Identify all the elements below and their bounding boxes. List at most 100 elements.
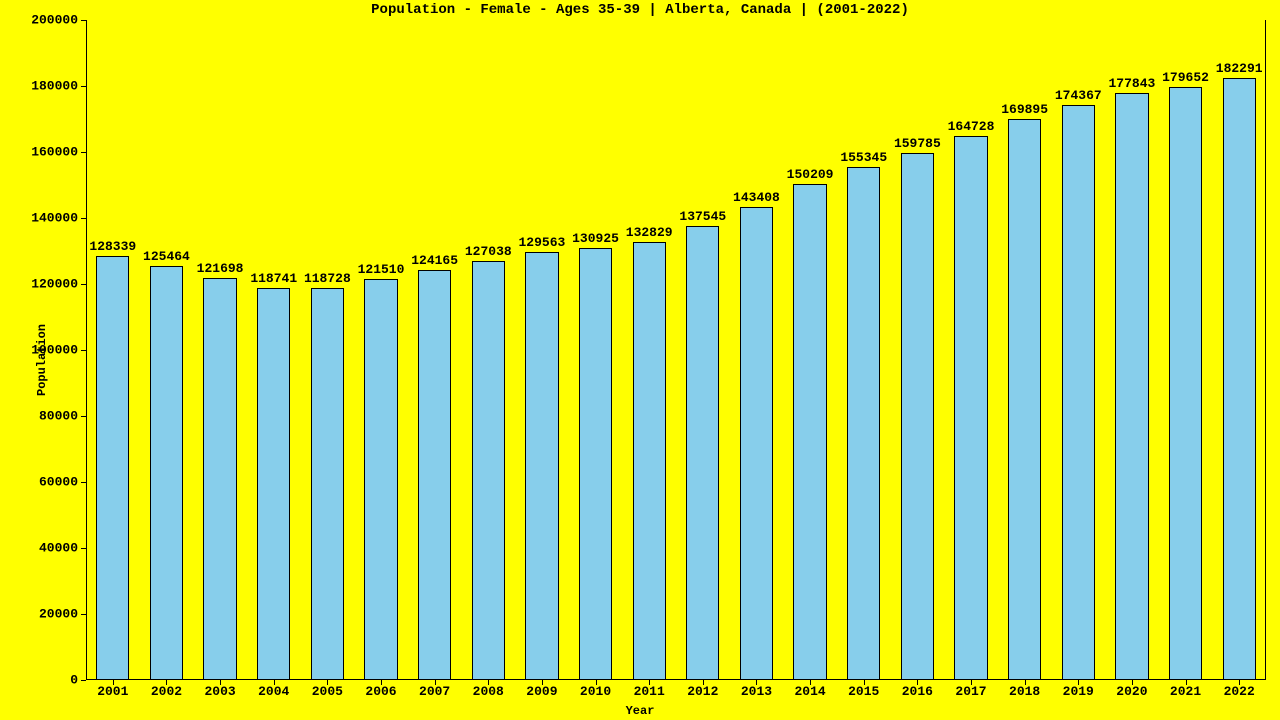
bar-value-label: 155345 xyxy=(840,150,887,165)
y-tick-mark xyxy=(81,350,86,351)
bar xyxy=(257,288,290,680)
y-tick-label: 0 xyxy=(70,673,78,688)
x-tick-mark xyxy=(542,680,543,685)
x-tick-label: 2022 xyxy=(1224,684,1255,699)
y-tick-label: 140000 xyxy=(31,211,78,226)
x-tick-mark xyxy=(596,680,597,685)
x-tick-label: 2007 xyxy=(419,684,450,699)
bar-value-label: 164728 xyxy=(948,119,995,134)
bar-value-label: 150209 xyxy=(787,167,834,182)
x-tick-label: 2014 xyxy=(794,684,825,699)
y-tick-mark xyxy=(81,680,86,681)
x-tick-mark xyxy=(756,680,757,685)
bar-value-label: 125464 xyxy=(143,249,190,264)
bar-value-label: 169895 xyxy=(1001,102,1048,117)
y-tick-label: 120000 xyxy=(31,277,78,292)
x-tick-label: 2015 xyxy=(848,684,879,699)
bar-value-label: 127038 xyxy=(465,244,512,259)
x-tick-label: 2013 xyxy=(741,684,772,699)
bar-value-label: 182291 xyxy=(1216,61,1263,76)
x-tick-label: 2009 xyxy=(526,684,557,699)
bar-value-label: 118728 xyxy=(304,271,351,286)
y-tick-label: 60000 xyxy=(39,475,78,490)
bar-value-label: 143408 xyxy=(733,190,780,205)
x-tick-mark xyxy=(274,680,275,685)
x-tick-label: 2008 xyxy=(473,684,504,699)
bar-value-label: 118741 xyxy=(250,271,297,286)
y-tick-mark xyxy=(81,416,86,417)
x-tick-mark xyxy=(220,680,221,685)
bar xyxy=(901,153,934,680)
bar xyxy=(686,226,719,680)
y-tick-label: 160000 xyxy=(31,145,78,160)
x-tick-label: 2017 xyxy=(955,684,986,699)
x-tick-label: 2020 xyxy=(1116,684,1147,699)
bar xyxy=(150,266,183,680)
y-tick-mark xyxy=(81,614,86,615)
bar-value-label: 132829 xyxy=(626,225,673,240)
x-tick-mark xyxy=(1239,680,1240,685)
x-tick-label: 2003 xyxy=(204,684,235,699)
x-tick-label: 2011 xyxy=(634,684,665,699)
x-tick-mark xyxy=(1025,680,1026,685)
y-tick-label: 180000 xyxy=(31,79,78,94)
y-tick-mark xyxy=(81,284,86,285)
y-tick-label: 100000 xyxy=(31,343,78,358)
x-tick-mark xyxy=(971,680,972,685)
x-tick-label: 2016 xyxy=(902,684,933,699)
x-tick-mark xyxy=(1132,680,1133,685)
bar xyxy=(203,278,236,680)
x-tick-mark xyxy=(435,680,436,685)
x-tick-label: 2012 xyxy=(687,684,718,699)
bar-value-label: 159785 xyxy=(894,136,941,151)
bar xyxy=(1062,105,1095,680)
chart-title: Population - Female - Ages 35-39 | Alber… xyxy=(0,2,1280,18)
y-tick-mark xyxy=(81,20,86,21)
bar xyxy=(1008,119,1041,680)
x-tick-label: 2018 xyxy=(1009,684,1040,699)
bar xyxy=(793,184,826,680)
x-tick-mark xyxy=(810,680,811,685)
x-tick-mark xyxy=(488,680,489,685)
y-tick-label: 40000 xyxy=(39,541,78,556)
x-tick-mark xyxy=(166,680,167,685)
x-tick-label: 2002 xyxy=(151,684,182,699)
bar xyxy=(1169,87,1202,680)
x-tick-mark xyxy=(703,680,704,685)
y-tick-mark xyxy=(81,86,86,87)
y-axis-line xyxy=(86,20,87,680)
bar-value-label: 124165 xyxy=(411,253,458,268)
bar xyxy=(418,270,451,680)
x-tick-label: 2004 xyxy=(258,684,289,699)
x-tick-mark xyxy=(1078,680,1079,685)
x-tick-label: 2006 xyxy=(365,684,396,699)
chart-container: Population - Female - Ages 35-39 | Alber… xyxy=(0,0,1280,720)
x-tick-mark xyxy=(113,680,114,685)
y-tick-mark xyxy=(81,548,86,549)
x-tick-mark xyxy=(649,680,650,685)
y-tick-mark xyxy=(81,482,86,483)
bar xyxy=(633,242,666,680)
x-tick-label: 2021 xyxy=(1170,684,1201,699)
bar xyxy=(472,261,505,680)
y-tick-label: 80000 xyxy=(39,409,78,424)
y-tick-mark xyxy=(81,218,86,219)
bar-value-label: 177843 xyxy=(1109,76,1156,91)
y-tick-label: 200000 xyxy=(31,13,78,28)
x-tick-label: 2010 xyxy=(580,684,611,699)
bar-value-label: 174367 xyxy=(1055,88,1102,103)
x-tick-mark xyxy=(1186,680,1187,685)
y-axis-label: Population xyxy=(35,324,49,396)
bar xyxy=(740,207,773,680)
bar-value-label: 130925 xyxy=(572,231,619,246)
bar xyxy=(847,167,880,680)
bar-value-label: 179652 xyxy=(1162,70,1209,85)
x-tick-mark xyxy=(381,680,382,685)
bar-value-label: 121510 xyxy=(358,262,405,277)
bar-value-label: 128339 xyxy=(89,239,136,254)
x-axis-label: Year xyxy=(0,704,1280,718)
bar xyxy=(525,252,558,680)
x-tick-label: 2005 xyxy=(312,684,343,699)
plot-area: 0200004000060000800001000001200001400001… xyxy=(86,20,1266,680)
x-tick-label: 2001 xyxy=(97,684,128,699)
